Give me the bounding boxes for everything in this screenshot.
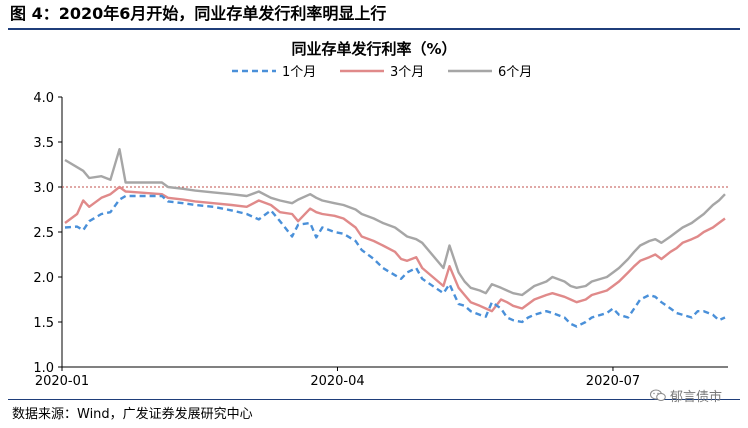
x-tick-label: 2020-07	[586, 374, 640, 389]
watermark: 郁言债市	[649, 386, 722, 405]
x-axis: 2020-01 2020-04 2020-07	[35, 366, 728, 389]
y-tick-label: 4.0	[33, 91, 54, 106]
y-tick-label: 3.0	[33, 181, 54, 196]
y-axis: 1.0 1.5 2.0 2.5 3.0 3.5 4.0	[33, 91, 63, 376]
series-line-6个月	[64, 148, 726, 297]
bottom-rule	[8, 399, 740, 400]
line-chart: 同业存单发行利率（%） 1个月 3个月 6个月 1.0 1.5 2.0 2.5 3.0 3.5…	[33, 40, 728, 389]
watermark-text: 郁言债市	[669, 390, 722, 405]
chart-title: 同业存单发行利率（%）	[291, 40, 456, 58]
legend-label: 1个月	[282, 65, 316, 80]
legend-label: 6个月	[498, 65, 532, 80]
series-line-3个月	[64, 185, 726, 313]
chart-legend: 1个月 3个月 6个月	[232, 65, 532, 80]
y-tick-label: 3.5	[33, 136, 54, 151]
series-line-1个月	[64, 194, 726, 328]
y-tick-label: 1.5	[33, 316, 54, 331]
y-tick-label: 2.5	[33, 226, 54, 241]
x-tick-label: 2020-04	[310, 374, 364, 389]
source-note: 数据来源：Wind，广发证券发展研究中心	[12, 407, 253, 422]
series-group	[64, 148, 726, 328]
y-tick-label: 1.0	[33, 361, 54, 376]
x-tick-label: 2020-01	[35, 374, 89, 389]
figure-title: 图 4：2020年6月开始，同业存单发行利率明显上行	[10, 4, 387, 23]
legend-label: 3个月	[390, 65, 424, 80]
y-tick-label: 2.0	[33, 271, 54, 286]
title-rule	[8, 28, 740, 30]
wechat-icon	[649, 389, 666, 401]
